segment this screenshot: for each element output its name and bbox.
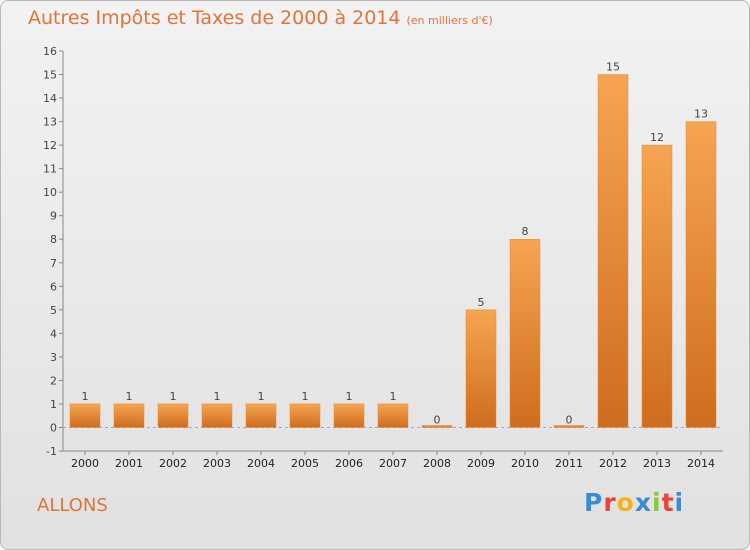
- bar: [289, 403, 321, 428]
- y-tick-label: 5: [50, 304, 57, 317]
- data-label: 1: [346, 390, 353, 403]
- x-tick-label: 2002: [159, 457, 187, 470]
- data-label: 15: [606, 61, 620, 74]
- x-tick-label: 2010: [511, 457, 539, 470]
- logo-letter: x: [634, 488, 652, 517]
- proxiti-logo[interactable]: Proxiti: [584, 488, 684, 517]
- bar: [509, 238, 541, 428]
- data-label: 1: [214, 390, 221, 403]
- data-label: 1: [258, 390, 265, 403]
- data-label: 5: [478, 296, 485, 309]
- data-label: 1: [390, 390, 397, 403]
- bar: [465, 309, 497, 428]
- bars: [69, 74, 717, 428]
- data-label: 0: [566, 413, 573, 426]
- x-tick-label: 2009: [467, 457, 495, 470]
- title-text: Autres Impôts et Taxes de 2000 à 2014: [28, 7, 401, 29]
- x-tick-label: 2004: [247, 457, 275, 470]
- logo-letter: o: [616, 488, 635, 517]
- x-tick-label: 2014: [687, 457, 715, 470]
- bar: [157, 403, 189, 428]
- data-label: 8: [522, 225, 529, 238]
- bar: [421, 425, 453, 428]
- x-tick-label: 2007: [379, 457, 407, 470]
- data-label: 1: [170, 390, 177, 403]
- y-tick-label: 1: [50, 398, 57, 411]
- y-tick-label: 15: [43, 69, 57, 82]
- bar: [597, 74, 629, 428]
- y-tick-label: 13: [43, 116, 57, 129]
- bar: [113, 403, 145, 428]
- y-tick-label: 7: [50, 257, 57, 270]
- logo-letter: t: [661, 488, 675, 517]
- data-label: 1: [82, 390, 89, 403]
- logo-letter: P: [584, 488, 604, 517]
- y-tick-label: 16: [43, 45, 57, 58]
- x-tick-label: 2011: [555, 457, 583, 470]
- bar: [245, 403, 277, 428]
- chart-subtitle: (en milliers d'€): [406, 14, 493, 27]
- bar: [69, 403, 101, 428]
- bar: [377, 403, 409, 428]
- y-tick-label: -1: [46, 445, 57, 458]
- y-tick-label: 8: [50, 233, 57, 246]
- data-label: 0: [434, 413, 441, 426]
- bar: [201, 403, 233, 428]
- y-tick-label: 0: [50, 421, 57, 434]
- data-label: 1: [302, 390, 309, 403]
- y-tick-label: 10: [43, 186, 57, 199]
- bar: [641, 144, 673, 428]
- x-tick-label: 2012: [599, 457, 627, 470]
- y-tick-label: 9: [50, 210, 57, 223]
- x-tick-label: 2001: [115, 457, 143, 470]
- chart-title: Autres Impôts et Taxes de 2000 à 2014 (en…: [28, 7, 493, 29]
- y-tick-label: 12: [43, 139, 57, 152]
- y-tick-label: 3: [50, 351, 57, 364]
- x-tick-label: 2003: [203, 457, 231, 470]
- data-labels: 1 1 1 1 1 1 1 1 0 5 8 0 15 12 13: [82, 61, 709, 427]
- data-label: 13: [694, 108, 708, 121]
- data-label: 12: [650, 131, 664, 144]
- y-tick-label: 6: [50, 280, 57, 293]
- bar: [685, 121, 717, 428]
- data-label: 1: [126, 390, 133, 403]
- y-tick-label: 2: [50, 374, 57, 387]
- bar: [553, 425, 585, 428]
- y-tick-label: 11: [43, 163, 57, 176]
- x-tick-label: 2013: [643, 457, 671, 470]
- commune-name: ALLONS: [37, 495, 108, 516]
- y-tick-label: 4: [50, 327, 57, 340]
- y-tick-label: 14: [43, 92, 57, 105]
- logo-letter: i: [674, 488, 685, 517]
- logo-letter: r: [603, 488, 617, 517]
- logo-letter: i: [652, 488, 662, 517]
- x-tick-label: 2008: [423, 457, 451, 470]
- x-tick-label: 2000: [71, 457, 99, 470]
- x-tick-label: 2005: [291, 457, 319, 470]
- x-tick-label: 2006: [335, 457, 363, 470]
- bar: [333, 403, 365, 428]
